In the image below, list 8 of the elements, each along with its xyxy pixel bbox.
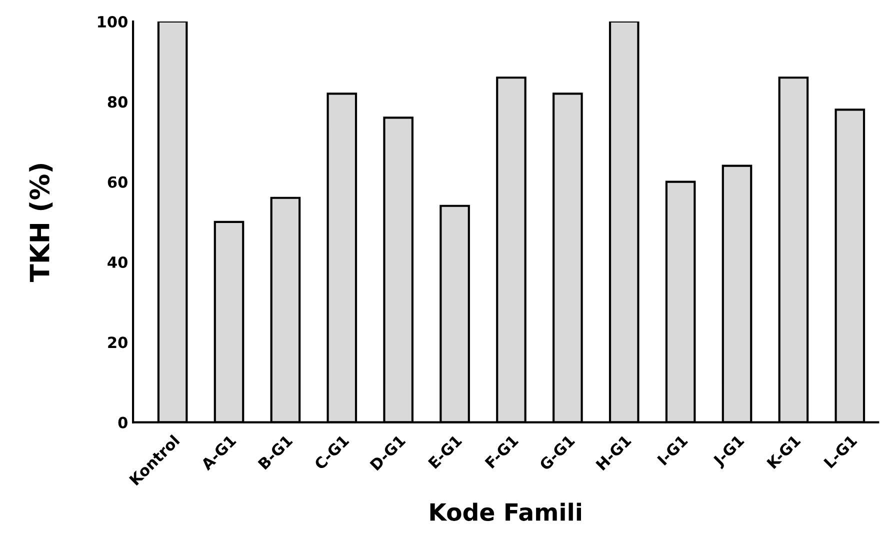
y-tick-label: 40	[108, 256, 128, 268]
x-axis-title: Kode Famili	[430, 502, 581, 521]
y-tick-label: 0	[118, 416, 128, 428]
y-tick-label: 20	[108, 336, 128, 348]
y-tick-label: 80	[108, 96, 128, 108]
y-tick-label: 100	[98, 16, 128, 28]
y-axis-title: TKH (%)	[29, 164, 53, 282]
y-tick-label: 60	[108, 176, 128, 188]
